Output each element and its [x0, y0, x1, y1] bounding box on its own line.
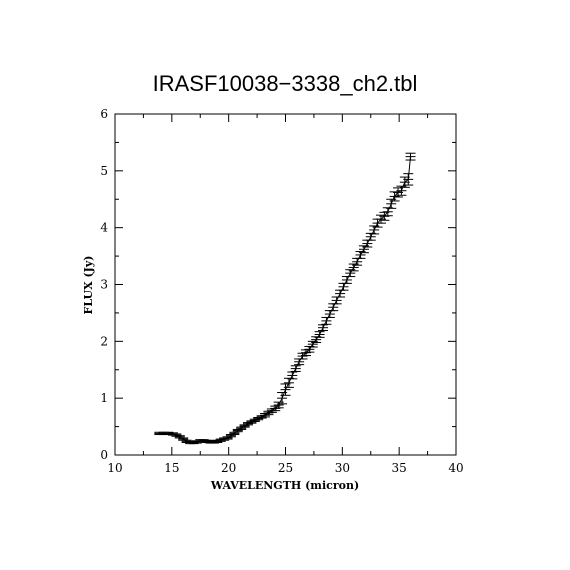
y-tick-label: 5 — [100, 164, 108, 178]
data-point — [229, 431, 240, 436]
data-point — [331, 296, 342, 305]
x-tick-label: 15 — [164, 461, 179, 475]
axis-tick-labels: 10 15 20 25 30 35 40 0 1 2 3 4 5 6 — [100, 107, 463, 475]
data-series — [159, 156, 411, 443]
data-point — [318, 324, 329, 332]
series-line — [159, 156, 411, 443]
error-bars — [154, 152, 416, 445]
data-point — [341, 276, 352, 284]
y-tick-label: 1 — [100, 391, 108, 405]
data-point — [335, 289, 346, 298]
data-point — [338, 282, 349, 291]
x-tick-label: 25 — [278, 461, 293, 475]
chart-title: IRASF10038−3338_ch2.tbl — [153, 71, 418, 96]
data-point — [283, 377, 294, 388]
y-tick-label: 2 — [100, 334, 108, 348]
y-tick-label: 6 — [100, 107, 108, 121]
x-tick-label: 35 — [392, 461, 407, 475]
y-axis-label: FLUX (Jy) — [82, 256, 95, 315]
data-point — [403, 173, 414, 186]
data-point — [321, 316, 332, 325]
data-point — [386, 198, 397, 209]
x-axis-label: WAVELENGTH (micron) — [210, 479, 359, 492]
data-point — [405, 152, 416, 161]
x-tick-label: 20 — [221, 461, 236, 475]
x-tick-label: 40 — [448, 461, 463, 475]
data-point — [314, 331, 325, 338]
x-tick-label: 10 — [107, 461, 122, 475]
x-tick-label: 30 — [335, 461, 350, 475]
data-point — [290, 365, 301, 372]
data-point — [382, 207, 393, 217]
data-point — [270, 405, 281, 412]
y-tick-label: 3 — [100, 278, 108, 292]
y-tick-label: 0 — [100, 448, 108, 462]
data-point — [294, 358, 305, 366]
data-point — [328, 303, 339, 312]
axis-ticks — [114, 113, 457, 456]
data-point — [324, 310, 335, 318]
data-point — [287, 371, 298, 380]
data-point — [163, 431, 174, 436]
y-tick-label: 4 — [100, 221, 108, 235]
